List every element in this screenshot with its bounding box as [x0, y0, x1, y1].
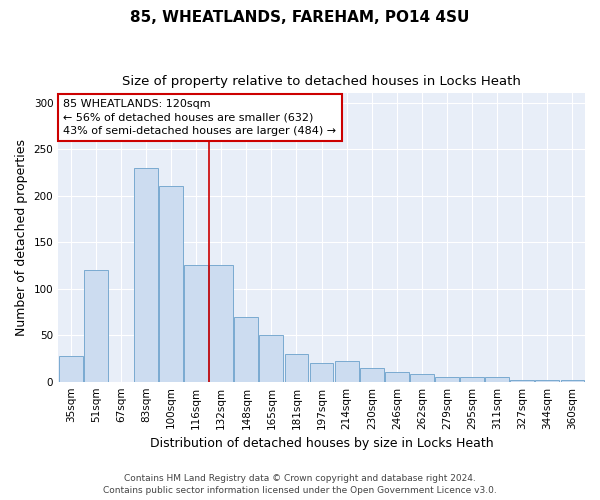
Bar — [134, 168, 158, 382]
Bar — [410, 374, 434, 382]
Bar — [335, 361, 359, 382]
Bar — [159, 186, 183, 382]
Bar — [485, 377, 509, 382]
Bar — [284, 354, 308, 382]
Bar — [360, 368, 383, 382]
Bar — [184, 266, 208, 382]
Bar — [535, 380, 559, 382]
Bar — [209, 266, 233, 382]
Bar — [59, 356, 83, 382]
Y-axis label: Number of detached properties: Number of detached properties — [15, 139, 28, 336]
Bar — [259, 335, 283, 382]
Bar — [385, 372, 409, 382]
X-axis label: Distribution of detached houses by size in Locks Heath: Distribution of detached houses by size … — [150, 437, 493, 450]
Text: 85 WHEATLANDS: 120sqm
← 56% of detached houses are smaller (632)
43% of semi-det: 85 WHEATLANDS: 120sqm ← 56% of detached … — [64, 99, 337, 136]
Bar — [460, 377, 484, 382]
Text: 85, WHEATLANDS, FAREHAM, PO14 4SU: 85, WHEATLANDS, FAREHAM, PO14 4SU — [130, 10, 470, 25]
Title: Size of property relative to detached houses in Locks Heath: Size of property relative to detached ho… — [122, 75, 521, 88]
Text: Contains HM Land Registry data © Crown copyright and database right 2024.
Contai: Contains HM Land Registry data © Crown c… — [103, 474, 497, 495]
Bar — [84, 270, 108, 382]
Bar — [560, 380, 584, 382]
Bar — [511, 380, 534, 382]
Bar — [235, 316, 258, 382]
Bar — [435, 377, 459, 382]
Bar — [310, 363, 334, 382]
